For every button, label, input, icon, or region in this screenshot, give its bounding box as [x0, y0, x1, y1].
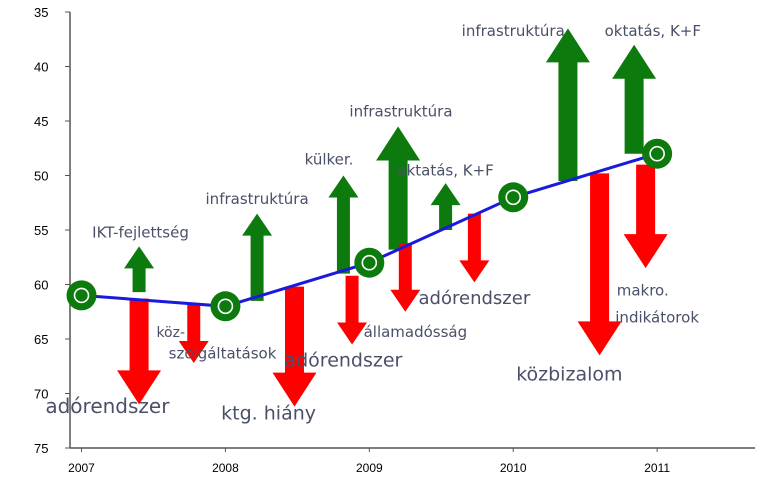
arrow-label: infrastruktúra: [462, 22, 565, 40]
down-arrow: [272, 286, 317, 407]
arrow-label: makro.: [617, 281, 669, 299]
data-point-ring: [73, 287, 90, 304]
up-arrow: [242, 213, 273, 301]
arrow-label: IKT-fejlettség: [92, 224, 189, 242]
arrow-label: oktatás, K+F: [605, 22, 701, 40]
y-tick-label: 75: [34, 441, 48, 456]
data-point: [354, 247, 385, 278]
up-arrow: [124, 246, 155, 293]
arrow-label: köz-: [156, 325, 185, 341]
y-tick-label: 50: [34, 169, 48, 184]
up-arrow: [328, 175, 359, 274]
y-tick-label: 40: [34, 60, 48, 75]
y-tick-label: 55: [34, 223, 48, 238]
y-tick-label: 70: [34, 387, 48, 402]
up-arrow: [376, 126, 421, 250]
arrow-label: indikátorok: [615, 309, 699, 327]
arrow-label: adórendszer: [419, 288, 531, 309]
arrow-label: infrastruktúra: [349, 103, 452, 121]
down-arrow: [117, 298, 162, 405]
arrow-label: infrastruktúra: [206, 190, 309, 208]
data-point: [210, 291, 241, 322]
x-tick-label: 2008: [212, 461, 239, 475]
arrow-label: államadósság: [364, 323, 468, 341]
up-arrow: [430, 183, 461, 230]
down-arrow: [178, 304, 209, 363]
down-arrow: [390, 243, 421, 312]
arrow-label: adórendszer: [45, 394, 170, 418]
y-tick-label: 60: [34, 278, 48, 293]
arrow-label: oktatás, K+F: [397, 162, 493, 180]
data-point-ring: [649, 145, 665, 162]
down-arrow: [337, 275, 368, 345]
x-tick-label: 2010: [500, 461, 527, 475]
down-arrow: [459, 213, 490, 283]
y-tick-label: 65: [34, 332, 48, 347]
data-point: [498, 182, 529, 213]
arrow-label: közbizalom: [516, 363, 622, 385]
data-point: [642, 138, 673, 169]
up-arrow: [612, 44, 657, 154]
y-tick-label: 45: [34, 114, 48, 129]
arrow-label: ktg. hiány: [221, 403, 316, 425]
data-point-ring: [361, 254, 378, 271]
up-arrow: [545, 28, 590, 181]
x-tick-label: 2011: [644, 461, 670, 475]
data-point-ring: [505, 189, 522, 206]
arrow-label: külker.: [305, 151, 354, 169]
down-arrow: [623, 164, 668, 269]
data-point: [66, 280, 97, 311]
arrow-label: szolgáltatások: [169, 345, 277, 363]
data-point-ring: [217, 298, 234, 315]
x-tick-label: 2009: [356, 461, 383, 475]
arrow-label: adórendszer: [284, 349, 402, 371]
x-tick-label: 2007: [68, 461, 95, 475]
down-arrow: [577, 173, 622, 356]
y-tick-label: 35: [34, 5, 48, 20]
